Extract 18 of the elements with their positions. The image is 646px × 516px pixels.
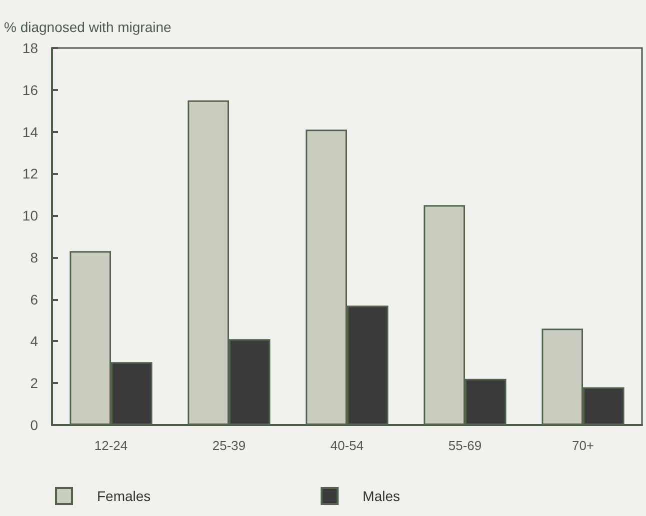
y-tick-label: 12 xyxy=(22,166,38,182)
y-tick-label: 2 xyxy=(30,375,38,392)
y-axis-title: % diagnosed with migraine xyxy=(4,19,172,35)
y-tick-label: 18 xyxy=(22,40,38,56)
y-tick-label: 4 xyxy=(30,333,38,350)
x-tick-label: 40-54 xyxy=(330,438,364,453)
x-tick-label: 25-39 xyxy=(212,438,246,453)
y-tick-label: 14 xyxy=(22,124,38,140)
x-tick-label: 70+ xyxy=(572,438,594,453)
legend-label: Males xyxy=(362,488,400,504)
y-tick-label: 6 xyxy=(30,291,38,308)
y-tick-label: 0 xyxy=(30,417,38,433)
x-tick-label: 12-24 xyxy=(94,438,128,453)
y-tick-label: 16 xyxy=(22,82,38,98)
x-tick-label: 55-69 xyxy=(448,438,482,453)
legend-label: Females xyxy=(97,488,151,504)
y-tick-label: 10 xyxy=(22,208,38,224)
y-tick-label: 8 xyxy=(30,249,38,266)
